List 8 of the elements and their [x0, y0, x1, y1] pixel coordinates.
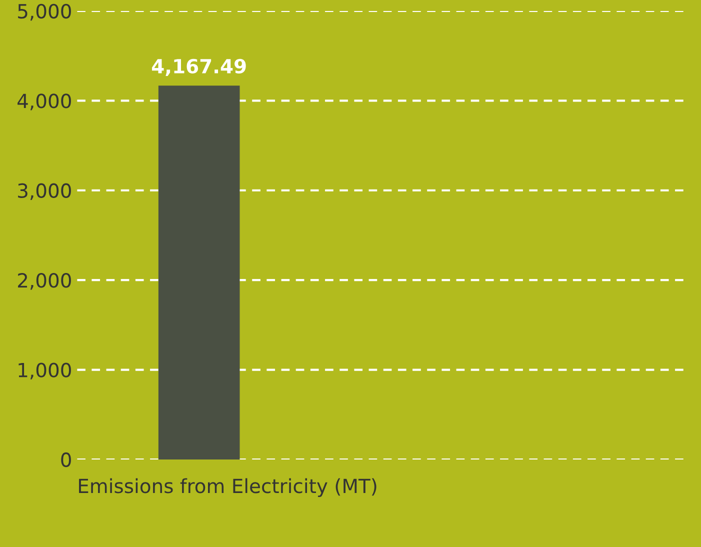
y-tick-label: 3,000: [18, 183, 71, 200]
x-axis-title: Emissions from Electricity (MT): [79, 478, 376, 498]
data-label: 4,167.49: [152, 58, 246, 76]
y-tick-label: 1,000: [18, 362, 71, 380]
y-tick-label: 0: [61, 452, 71, 468]
y-tick-label: 5,000: [18, 4, 71, 21]
y-tick-label: 2,000: [18, 273, 71, 290]
y-tick-label: 4,000: [18, 94, 71, 110]
